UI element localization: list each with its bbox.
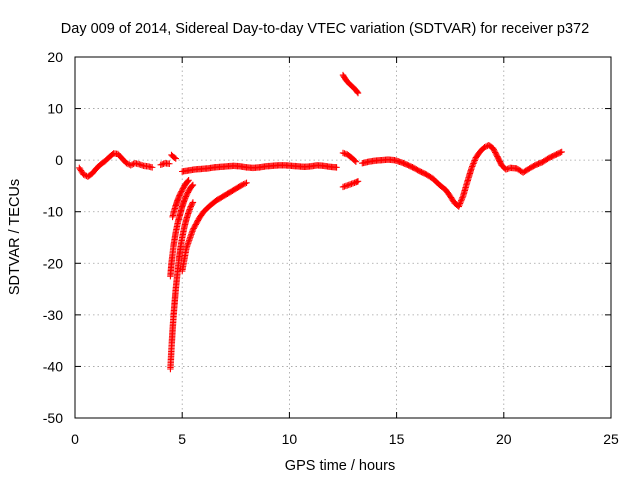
y-axis-label: SDTVAR / TECUs: [7, 179, 23, 295]
data-point: [127, 162, 134, 169]
data-point-fill: [184, 190, 191, 198]
data-point: [123, 160, 130, 167]
data-point-fill: [188, 201, 195, 209]
data-point: [80, 171, 87, 178]
x-axis-label: GPS time / hours: [285, 458, 395, 474]
y-tick-label: -20: [43, 255, 63, 271]
data-point: [185, 177, 192, 184]
data-point: [179, 186, 186, 194]
data-point: [183, 192, 190, 199]
y-tick-label: 10: [47, 101, 63, 117]
data-point-fill: [189, 200, 196, 208]
data-point-fill: [178, 188, 185, 195]
data-point-fill: [492, 149, 499, 156]
data-point-fill: [177, 189, 184, 197]
series-main-track: [76, 141, 565, 210]
data-point: [187, 203, 194, 210]
data-point-fill: [171, 154, 178, 162]
series-high-arc: [339, 71, 362, 97]
data-point-fill: [124, 160, 132, 168]
data-point-fill: [471, 157, 478, 164]
plot-frame: [74, 56, 612, 419]
series-low-arc-3: [169, 177, 192, 221]
series-low-arc-1: [167, 199, 197, 373]
data-point: [333, 164, 340, 171]
data-point: [354, 178, 362, 185]
data-point-fill: [472, 155, 479, 163]
data-point-fill: [189, 182, 196, 189]
data-point-fill: [351, 157, 358, 164]
y-tick-label: -10: [43, 204, 63, 220]
data-point-fill: [470, 158, 478, 166]
data-point-fill: [184, 177, 192, 185]
data-point: [239, 181, 246, 189]
y-tick-label: 0: [55, 152, 63, 168]
data-point: [468, 164, 475, 172]
data-point-fill: [459, 194, 466, 201]
data-point-fill: [457, 198, 464, 206]
data-point: [455, 203, 462, 210]
data-point-fill: [557, 149, 564, 156]
data-point: [172, 155, 179, 162]
data-point: [189, 181, 197, 189]
data-point-fill: [128, 161, 136, 168]
data-point-fill: [469, 161, 477, 169]
data-point: [148, 164, 156, 171]
data-point-fill: [354, 88, 361, 96]
data-point: [243, 179, 250, 187]
data-point: [481, 144, 488, 151]
data-points: [76, 71, 565, 373]
data-point: [354, 89, 362, 97]
x-tick-label: 15: [389, 431, 405, 447]
data-point: [189, 199, 197, 206]
data-point-fill: [458, 197, 465, 204]
data-point: [352, 158, 360, 165]
data-point-fill: [240, 181, 247, 188]
data-point-fill: [490, 146, 497, 153]
y-tick-label: 20: [47, 49, 63, 65]
data-point: [489, 145, 497, 152]
data-point: [558, 148, 565, 156]
series-low-arc-2: [167, 181, 197, 280]
data-point-fill: [241, 180, 249, 187]
data-point-fill: [469, 163, 476, 170]
data-point-fill: [458, 195, 466, 203]
x-tick-label: 0: [71, 431, 79, 447]
y-tick-labels: -50 -40 -30 -20 -10 0 10 20: [43, 49, 63, 426]
series-low-arc-4: [179, 179, 250, 275]
x-tick-label: 10: [282, 431, 298, 447]
y-tick-label: -30: [43, 307, 63, 323]
y-tick-label: -50: [43, 410, 63, 426]
series-mid-short: [339, 178, 362, 191]
x-tick-labels: 0 5 10 15 20 25: [71, 431, 619, 447]
data-point-fill: [179, 185, 187, 192]
data-point-fill: [491, 147, 498, 155]
data-point-fill: [456, 201, 463, 209]
x-tick-label: 5: [178, 431, 186, 447]
y-tick-label: -40: [43, 358, 63, 374]
data-point-fill: [492, 150, 500, 157]
x-tick-label: 25: [603, 431, 619, 447]
data-point: [176, 190, 184, 198]
x-tick-label: 20: [496, 431, 512, 447]
chart-title: Day 009 of 2014, Sidereal Day-to-day VTE…: [61, 21, 589, 37]
data-point-fill: [456, 200, 464, 207]
data-point: [166, 160, 173, 167]
data-point-fill: [470, 160, 477, 167]
